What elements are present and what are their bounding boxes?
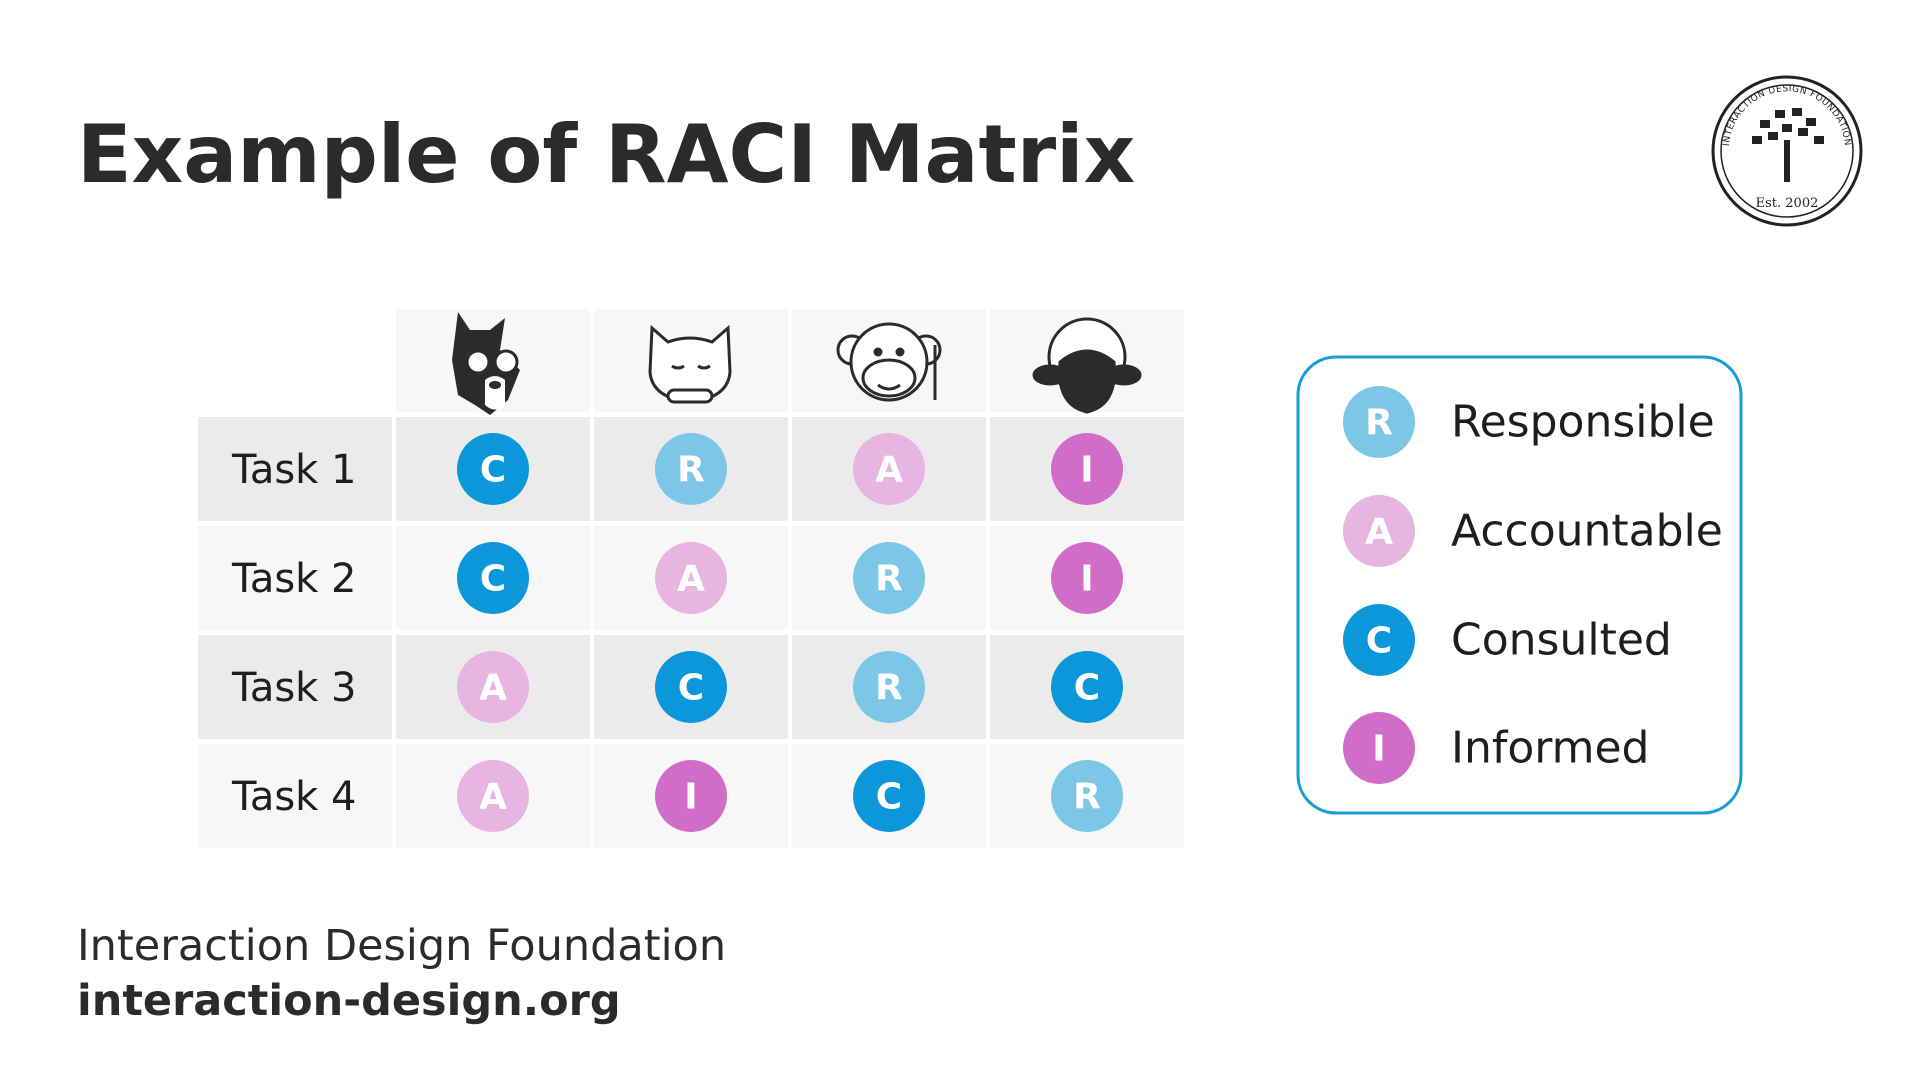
role-badge <box>655 433 727 505</box>
legend-badge <box>1343 604 1415 676</box>
row-label: Task 2 <box>231 556 357 602</box>
legend-letter: I <box>1372 729 1385 770</box>
row-label-cell <box>198 526 392 630</box>
role-letter: I <box>684 777 697 818</box>
role-badge <box>1051 433 1123 505</box>
legend-label: Accountable <box>1451 506 1723 557</box>
row-label-cell <box>198 417 392 521</box>
role-letter: C <box>480 450 506 491</box>
legend-badge <box>1343 712 1415 784</box>
title: Example of RACI Matrix <box>77 108 1135 201</box>
row-label-cell <box>198 635 392 739</box>
role-badge <box>1051 651 1123 723</box>
role-badge <box>655 542 727 614</box>
row-label: Task 3 <box>231 665 357 711</box>
role-badge <box>457 542 529 614</box>
role-letter: R <box>875 668 903 709</box>
avatar-sheep <box>1032 317 1142 414</box>
role-badge <box>853 433 925 505</box>
legend-letter: R <box>1365 403 1393 444</box>
role-letter: I <box>1080 450 1093 491</box>
role-letter: A <box>875 450 903 491</box>
role-badge <box>1051 542 1123 614</box>
role-letter: C <box>876 777 902 818</box>
row-label: Task 1 <box>231 447 357 493</box>
legend: R Responsible A Accountable C Consulted I Infor… <box>1296 355 1743 815</box>
row-label: Task 4 <box>231 774 357 820</box>
role-letter: C <box>1074 668 1100 709</box>
legend-frame <box>1296 355 1743 815</box>
legend-label: Consulted <box>1451 615 1672 666</box>
legend-badge <box>1343 386 1415 458</box>
role-letter: R <box>875 559 903 600</box>
role-badge <box>457 760 529 832</box>
role-letter: A <box>677 559 705 600</box>
logo-leaves <box>1752 108 1824 144</box>
role-badge <box>655 760 727 832</box>
role-letter: C <box>480 559 506 600</box>
legend-letter: A <box>1365 512 1393 553</box>
legend-letter: C <box>1366 621 1392 662</box>
matrix: Task 1 C R A I Task 2 C A R I Task 3 A C R C Task 4 A I C R <box>198 309 1184 848</box>
role-letter: R <box>677 450 705 491</box>
footer-organization: Interaction Design Foundation <box>77 921 726 971</box>
logo: INTERACTION DESIGN FOUNDATION Est. 2002 <box>1711 75 1863 227</box>
row-label-cell <box>198 744 392 848</box>
logo-trunk <box>1784 140 1790 182</box>
role-badge <box>457 651 529 723</box>
role-letter: I <box>1080 559 1093 600</box>
avatar-dog <box>452 312 520 415</box>
legend-badge <box>1343 495 1415 567</box>
role-badge <box>853 542 925 614</box>
role-letter: C <box>678 668 704 709</box>
footer-url: interaction-design.org <box>77 976 621 1026</box>
legend-label: Responsible <box>1451 397 1715 448</box>
role-letter: R <box>1073 777 1101 818</box>
logo-inner-ring <box>1720 84 1854 218</box>
role-badge <box>457 433 529 505</box>
avatar-monkey <box>836 322 942 402</box>
role-badge <box>853 651 925 723</box>
role-badge <box>1051 760 1123 832</box>
avatar-cat <box>648 324 732 404</box>
logo-established: Est. 2002 <box>1756 196 1819 211</box>
role-badge <box>655 651 727 723</box>
role-letter: A <box>479 668 507 709</box>
legend-label: Informed <box>1451 723 1649 774</box>
role-badge <box>853 760 925 832</box>
role-letter: A <box>479 777 507 818</box>
